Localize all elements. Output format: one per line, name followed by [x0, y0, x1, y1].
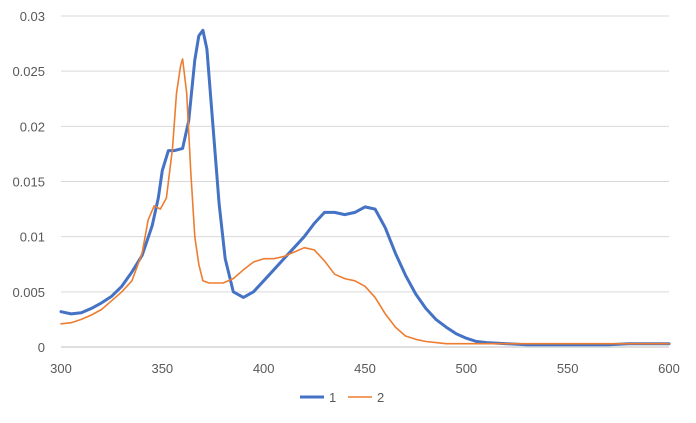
series-line-2	[60, 58, 670, 345]
x-tick-label: 350	[151, 361, 173, 376]
y-tick-label: 0	[38, 340, 45, 355]
y-tick-label: 0.025	[12, 64, 45, 79]
y-tick-label: 0.005	[12, 285, 45, 300]
y-tick-label: 0.01	[20, 230, 45, 245]
series-lines	[59, 28, 671, 347]
series-line-1	[59, 28, 671, 347]
x-tick-label: 450	[354, 361, 376, 376]
legend-label-1: 1	[329, 390, 336, 405]
x-tick-label: 400	[253, 361, 275, 376]
y-tick-label: 0.03	[20, 9, 45, 24]
y-tick-label: 0.015	[12, 175, 45, 190]
x-tick-label: 500	[455, 361, 477, 376]
grid-lines	[61, 15, 669, 293]
x-tick-label: 300	[50, 361, 72, 376]
axes: 0 0.005 0.01 0.015 0.02 0.025 0.03 300 350 400 450…	[12, 9, 679, 376]
x-tick-label: 600	[658, 361, 680, 376]
y-tick-label: 0.02	[20, 119, 45, 134]
legend-label-2: 2	[377, 390, 384, 405]
x-tick-label: 550	[557, 361, 579, 376]
